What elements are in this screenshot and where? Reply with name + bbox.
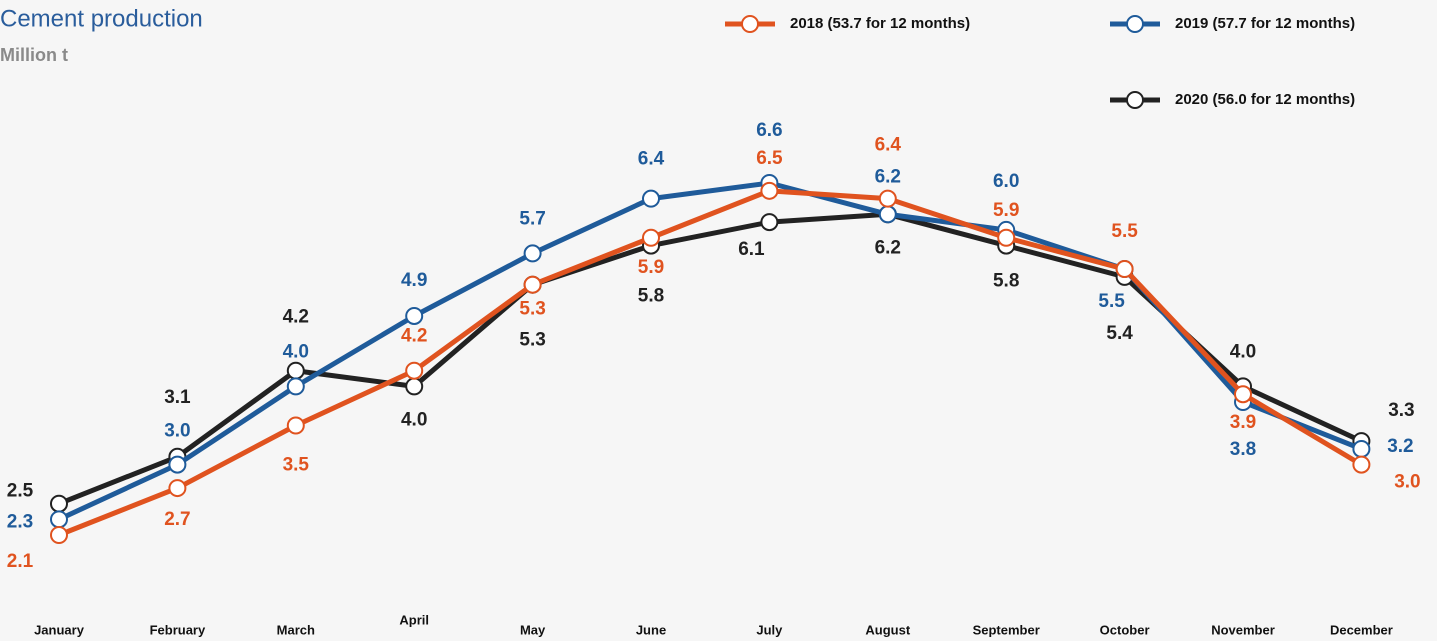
data-label: 3.0 bbox=[1394, 472, 1420, 493]
data-point bbox=[642, 189, 660, 208]
data-point bbox=[878, 189, 897, 208]
data-label: 6.5 bbox=[756, 148, 783, 169]
x-tick-label: April bbox=[399, 612, 429, 627]
data-label: 6.2 bbox=[875, 237, 901, 258]
data-label: 3.2 bbox=[1387, 436, 1413, 457]
data-label: 5.7 bbox=[519, 208, 545, 229]
data-point bbox=[523, 275, 542, 294]
data-label: 4.9 bbox=[401, 270, 427, 291]
data-label: 5.5 bbox=[1098, 291, 1125, 312]
legend-label: 2019 (57.7 for 12 months) bbox=[1175, 15, 1355, 32]
legend-marker bbox=[741, 15, 759, 33]
data-label: 5.9 bbox=[638, 257, 664, 278]
data-point bbox=[1234, 385, 1252, 404]
data-point bbox=[760, 213, 779, 232]
data-label: 5.3 bbox=[519, 299, 545, 320]
data-point bbox=[642, 228, 660, 247]
x-tick-label: July bbox=[756, 622, 783, 637]
data-point bbox=[760, 181, 779, 200]
data-label: 6.4 bbox=[638, 149, 665, 170]
data-label: 5.4 bbox=[1106, 323, 1133, 344]
x-tick-label: May bbox=[520, 622, 546, 637]
series: 2.3 3.0 4.0 4.9 5.7 6.4 6.6 6.2 6.0 5.5 3.8 3.2 bbox=[7, 120, 1414, 532]
data-label: 3.9 bbox=[1230, 412, 1256, 433]
data-label: 5.5 bbox=[1111, 221, 1138, 242]
data-point bbox=[286, 361, 305, 380]
x-tick-label: January bbox=[34, 622, 85, 637]
legend-label: 2020 (56.0 for 12 months) bbox=[1175, 91, 1355, 108]
data-point bbox=[50, 510, 68, 529]
data-label: 6.2 bbox=[875, 166, 901, 187]
data-point bbox=[405, 361, 424, 380]
data-label: 2.3 bbox=[7, 511, 33, 532]
data-label: 3.8 bbox=[1230, 439, 1256, 460]
data-point bbox=[286, 416, 305, 435]
data-label: 6.6 bbox=[756, 120, 782, 141]
data-point bbox=[523, 244, 542, 263]
data-point bbox=[50, 494, 68, 513]
data-label: 4.2 bbox=[283, 307, 309, 328]
data-point bbox=[286, 377, 305, 396]
data-label: 2.5 bbox=[7, 481, 34, 502]
data-point bbox=[50, 526, 68, 544]
legend-marker bbox=[1126, 91, 1144, 109]
data-label: 3.1 bbox=[164, 387, 191, 408]
data-label: 5.8 bbox=[993, 271, 1019, 292]
data-label: 4.0 bbox=[1230, 341, 1256, 362]
data-label: 6.0 bbox=[993, 171, 1019, 192]
data-label: 2.1 bbox=[7, 551, 34, 572]
data-point bbox=[1115, 260, 1134, 279]
data-point bbox=[405, 377, 424, 396]
data-point bbox=[168, 479, 187, 498]
data-label: 3.0 bbox=[164, 421, 190, 442]
data-label: 2.7 bbox=[164, 509, 190, 530]
data-label: 5.9 bbox=[993, 200, 1019, 221]
legend-marker bbox=[1126, 15, 1144, 33]
data-point bbox=[1352, 439, 1371, 458]
x-tick-label: October bbox=[1100, 622, 1150, 637]
chart-subtitle: Million t bbox=[0, 45, 68, 65]
data-point bbox=[168, 455, 187, 474]
data-label: 4.0 bbox=[283, 341, 309, 362]
data-label: 4.2 bbox=[401, 326, 427, 347]
x-tick-label: February bbox=[150, 622, 206, 637]
data-label: 5.3 bbox=[519, 330, 545, 351]
data-point bbox=[997, 228, 1016, 247]
x-tick-label: December bbox=[1330, 622, 1393, 637]
data-label: 3.3 bbox=[1388, 400, 1414, 421]
x-tick-label: June bbox=[636, 622, 666, 637]
x-tick-label: November bbox=[1211, 622, 1275, 637]
data-point bbox=[1352, 455, 1371, 474]
series-line bbox=[58, 211, 1363, 507]
chart-title: Cement production bbox=[0, 5, 203, 32]
data-point bbox=[405, 306, 424, 325]
data-label: 3.5 bbox=[283, 455, 310, 476]
legend-label: 2018 (53.7 for 12 months) bbox=[790, 15, 970, 32]
series-line bbox=[58, 188, 1363, 538]
x-tick-label: March bbox=[277, 622, 315, 637]
data-label: 4.0 bbox=[401, 409, 427, 430]
data-point bbox=[878, 205, 897, 224]
data-label: 6.1 bbox=[738, 239, 765, 260]
series: 2.1 2.7 3.5 4.2 5.3 5.9 6.5 6.4 5.9 5.5 3.9 3.0 bbox=[7, 135, 1421, 572]
x-tick-label: August bbox=[865, 622, 910, 637]
data-label: 5.8 bbox=[638, 286, 664, 307]
data-label: 6.4 bbox=[875, 135, 902, 156]
x-tick-label: September bbox=[973, 622, 1040, 637]
